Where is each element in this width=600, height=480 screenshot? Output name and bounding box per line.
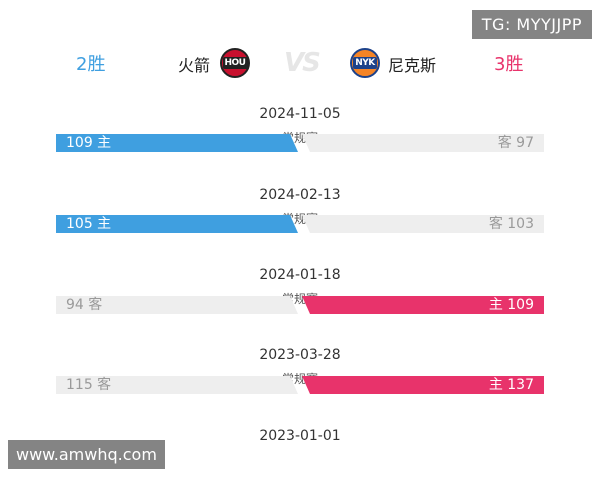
left-score: 115 客: [66, 377, 112, 393]
right-score-bar[interactable]: 主 109: [302, 296, 544, 314]
rockets-logo-text: HOU: [222, 57, 248, 69]
right-score: 客 103: [488, 216, 534, 232]
right-score: 主 109: [488, 297, 534, 313]
left-score-bar[interactable]: 109 主: [56, 134, 298, 152]
knicks-logo-text: NYK: [353, 57, 377, 69]
right-score-bar[interactable]: 客 103: [302, 215, 544, 233]
right-score-bar[interactable]: 主 137: [302, 376, 544, 394]
watermark-website: www.amwhq.com: [8, 440, 165, 469]
right-score: 主 137: [488, 377, 534, 393]
right-score: 客 97: [497, 135, 534, 151]
vs-icon: VS: [284, 48, 321, 78]
rockets-logo-icon[interactable]: HOU: [220, 48, 250, 78]
left-score-bar[interactable]: 115 客: [56, 376, 298, 394]
left-score: 94 客: [66, 297, 103, 313]
knicks-logo-icon[interactable]: NYK: [350, 48, 380, 78]
rockets-wins: 2胜: [76, 54, 106, 75]
left-score-bar[interactable]: 105 主: [56, 215, 298, 233]
game-date: 2024-01-18: [259, 267, 341, 283]
right-score-bar[interactable]: 客 97: [302, 134, 544, 152]
left-score-bar[interactable]: 94 客: [56, 296, 298, 314]
game-date: 2023-01-01: [259, 428, 341, 444]
game-date: 2024-02-13: [259, 187, 341, 203]
game-date: 2024-11-05: [259, 106, 341, 122]
watermark-telegram: TG: MYYJJPP: [471, 10, 592, 39]
knicks-wins: 3胜: [494, 54, 524, 75]
rockets-team-name[interactable]: 火箭: [178, 56, 211, 75]
left-score: 105 主: [66, 216, 112, 232]
left-score: 109 主: [66, 135, 112, 151]
knicks-team-name[interactable]: 尼克斯: [388, 56, 437, 75]
game-date: 2023-03-28: [259, 347, 341, 363]
